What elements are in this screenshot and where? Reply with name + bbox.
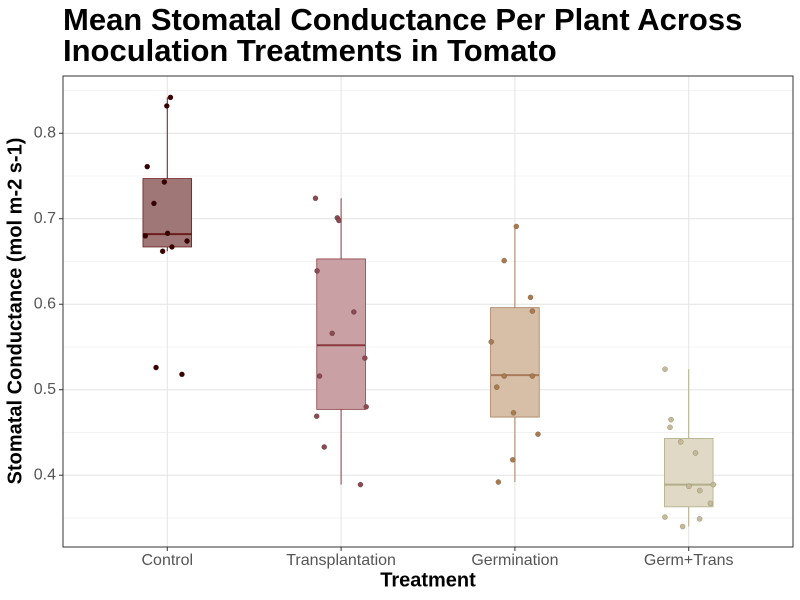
data-point (488, 339, 495, 345)
data-point (184, 238, 190, 244)
data-point (363, 404, 370, 410)
y-tick-label: 0.5 (34, 381, 56, 398)
y-axis-title: Stomatal Conductance (mol m-2 s-1) (4, 138, 26, 485)
data-point (336, 217, 342, 224)
chart-title: Inoculation Treatments in Tomato (63, 33, 557, 68)
box (142, 178, 193, 248)
x-axis-title: Treatment (380, 569, 476, 591)
data-point (314, 268, 320, 274)
data-point (668, 416, 674, 423)
y-tick-label: 0.6 (34, 295, 56, 312)
data-point (495, 479, 502, 485)
x-tick-label: Control (141, 552, 193, 569)
y-tick-label: 0.4 (34, 466, 56, 483)
data-point (535, 431, 541, 437)
data-point (686, 483, 692, 490)
data-point (362, 355, 368, 361)
data-point (696, 487, 703, 494)
data-point (163, 103, 170, 109)
data-point (151, 200, 157, 207)
data-point (493, 384, 500, 390)
data-point (527, 294, 534, 301)
data-point (501, 373, 507, 379)
data-point (159, 248, 166, 255)
data-point (312, 195, 319, 202)
data-point (529, 373, 536, 379)
x-tick-label: Germination (471, 552, 558, 569)
box (663, 438, 714, 508)
data-point (662, 366, 668, 372)
box (490, 307, 540, 418)
data-point (510, 409, 517, 416)
data-point (313, 413, 320, 420)
x-tick-label: Transplantation (286, 552, 396, 569)
y-tick-label: 0.8 (34, 124, 56, 141)
data-point (662, 514, 668, 520)
data-point (679, 523, 686, 530)
data-point (321, 444, 328, 450)
x-tick-label: Germ+Trans (644, 552, 734, 569)
plot-border (62, 75, 794, 548)
data-point (169, 244, 175, 250)
data-point (142, 233, 149, 239)
data-point (707, 500, 714, 507)
data-point (316, 373, 323, 379)
data-point (351, 309, 357, 315)
data-point (692, 450, 699, 456)
data-point (357, 481, 364, 488)
data-point (696, 515, 703, 522)
data-point (501, 257, 507, 264)
data-point (179, 371, 185, 378)
data-point (144, 163, 151, 170)
chart-title: Mean Stomatal Conductance Per Plant Acro… (63, 2, 742, 37)
data-point (667, 424, 673, 431)
data-point (677, 439, 684, 445)
data-point (153, 364, 159, 371)
box (316, 258, 366, 410)
data-point (513, 223, 520, 230)
data-point (710, 481, 717, 488)
data-point (329, 330, 335, 337)
data-point (529, 308, 536, 314)
data-point (161, 179, 168, 185)
y-tick-label: 0.7 (34, 210, 56, 227)
data-point (164, 230, 171, 237)
data-point (167, 94, 174, 101)
data-point (509, 457, 516, 463)
